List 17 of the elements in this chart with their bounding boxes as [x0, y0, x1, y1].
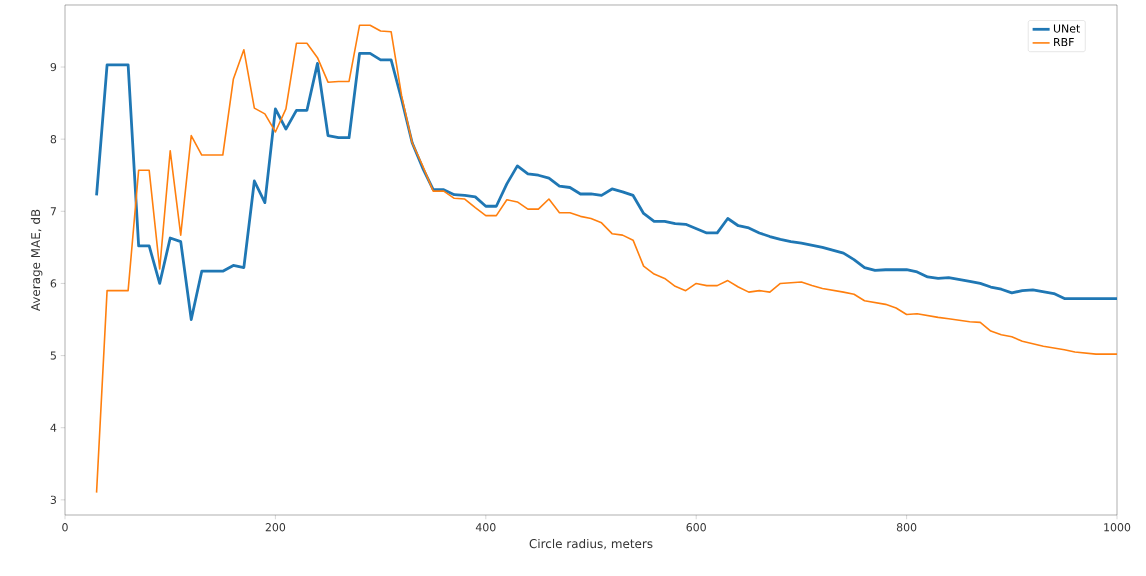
x-tick-label: 200 — [265, 523, 286, 532]
legend-label: RBF — [1054, 38, 1074, 47]
x-tick-label: 600 — [686, 523, 706, 532]
y-tick-label: 7 — [50, 207, 56, 216]
x-tick-label: 800 — [896, 523, 917, 532]
y-tick-label: 8 — [50, 135, 57, 144]
y-tick-label: 5 — [50, 351, 56, 360]
x-tick-label: 0 — [62, 523, 68, 532]
y-tick-label: 6 — [50, 279, 57, 288]
x-axis-title: Circle radius, meters — [529, 538, 653, 550]
x-tick-label: 400 — [475, 523, 496, 532]
y-tick-label: 9 — [50, 62, 57, 72]
y-tick-label: 4 — [50, 423, 57, 432]
x-tick-label: 1000 — [1104, 523, 1131, 532]
legend-label: UNet — [1053, 24, 1080, 33]
y-axis-title: Average MAE, dB — [30, 209, 43, 312]
y-tick-label: 3 — [50, 495, 57, 504]
